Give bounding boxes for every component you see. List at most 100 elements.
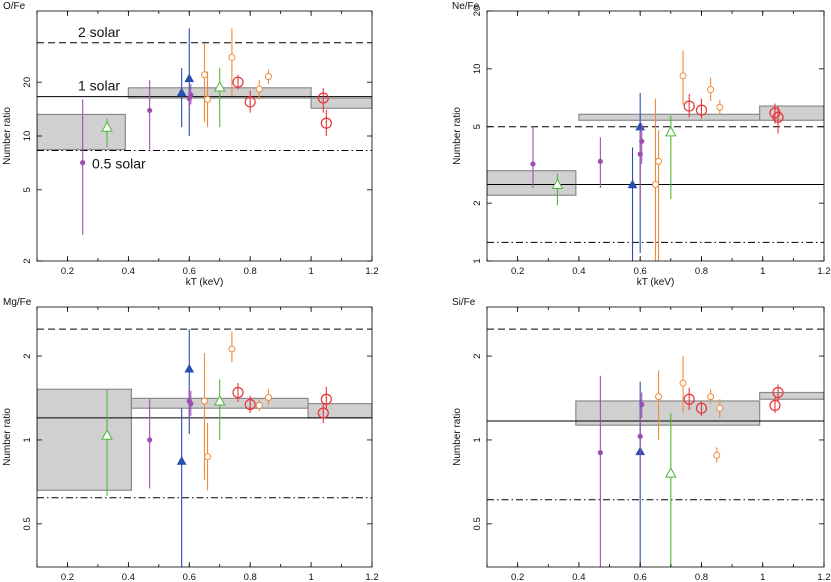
y-tick-label: 2 [472, 353, 483, 358]
marker-triangle [664, 467, 677, 478]
data-point-red-8 [695, 400, 708, 416]
y-tick-label: 20 [22, 77, 33, 88]
data-point-orange-12 [255, 399, 263, 412]
marker-circle-small [201, 71, 208, 79]
marker-dot [188, 401, 194, 407]
data-point-orange-14 [716, 99, 724, 115]
y-tick-label: 0.5 [22, 517, 33, 530]
x-tick-label: 0.2 [511, 572, 524, 582]
marker-circle-small [228, 53, 236, 61]
y-axis-label: Number ratio [2, 107, 13, 165]
data-point-purple-2 [637, 410, 643, 480]
data-point-red-14 [317, 403, 329, 424]
x-tick-label: 0.4 [122, 572, 135, 582]
marker-dot [80, 160, 86, 166]
x-tick-label: 0.8 [244, 266, 257, 277]
x-tick-label: 0.4 [122, 266, 135, 277]
y-tick-label: 1 [472, 437, 483, 442]
data-point-red-16 [772, 106, 784, 134]
x-tick-label: 0.2 [61, 266, 74, 277]
marker-circle [244, 398, 256, 411]
marker-circle-small [716, 404, 724, 412]
marker-dot [147, 437, 153, 443]
marker-triangle [184, 73, 195, 83]
data-point-purple-0 [530, 126, 536, 188]
x-tick-label: 0.6 [183, 266, 196, 277]
data-point-red-12 [244, 90, 256, 113]
panel-title: Si/Fe [452, 297, 476, 308]
marker-circle [695, 402, 708, 414]
marker-circle [317, 92, 329, 104]
plot-area [487, 328, 824, 567]
marker-circle-small [707, 393, 715, 401]
marker-circle [244, 96, 256, 108]
marker-circle [772, 111, 784, 123]
y-tick-label: 5 [22, 187, 33, 192]
marker-circle-small [255, 401, 263, 409]
data-point-purple-5 [188, 390, 194, 416]
marker-dot [637, 433, 643, 439]
marker-triangle [101, 121, 113, 132]
marker-circle-small [679, 379, 687, 387]
data-point-red-15 [317, 88, 329, 113]
model-box-2 [307, 403, 372, 419]
data-point-red-11 [244, 395, 256, 413]
x-axis-label: kT (keV) [637, 277, 675, 288]
data-point-orange-13 [264, 389, 272, 406]
marker-dot [530, 161, 536, 167]
marker-circle-small [264, 394, 272, 402]
x-tick-label: 0.6 [634, 572, 647, 582]
data-point-red-10 [232, 383, 244, 402]
data-point-orange-7 [201, 43, 208, 122]
marker-triangle [213, 394, 226, 406]
data-point-green-1 [101, 118, 113, 147]
marker-circle-small [707, 86, 715, 94]
marker-triangle [176, 456, 187, 465]
marker-circle-small [655, 393, 663, 401]
marker-dot [639, 138, 645, 144]
panel-title: Ne/Fe [452, 1, 480, 12]
reference-line-label: 1 solar [78, 78, 120, 94]
x-tick-label: 0.8 [695, 266, 708, 277]
data-point-purple-0 [80, 99, 86, 235]
marker-circle-small [264, 73, 272, 81]
x-tick-label: 0.6 [183, 572, 196, 582]
data-point-red-11 [683, 93, 695, 118]
y-tick-label: 5 [472, 124, 483, 129]
data-point-purple-6 [639, 123, 645, 164]
marker-circle [232, 386, 244, 399]
x-tick-label: 0.2 [511, 266, 524, 277]
x-tick-label: 0.6 [634, 266, 647, 277]
marker-circle-small [204, 95, 212, 103]
x-axis-label: kT (keV) [186, 277, 224, 288]
marker-circle [232, 76, 244, 88]
reference-line-label: 2 solar [78, 24, 120, 40]
marker-circle [772, 386, 784, 399]
marker-dot [188, 92, 194, 98]
x-tick-label: 1 [308, 572, 313, 582]
plot-frame [486, 10, 825, 262]
data-point-green-9 [213, 68, 226, 128]
marker-triangle [627, 179, 638, 189]
y-tick-label: 0.5 [472, 517, 483, 530]
y-axis-label: Number ratio [452, 408, 463, 466]
data-point-orange-7 [204, 423, 212, 491]
data-point-orange-6 [201, 353, 208, 480]
data-point-green-9 [664, 115, 677, 200]
marker-circle-small [204, 453, 212, 461]
marker-triangle [664, 125, 677, 137]
marker-circle [320, 117, 332, 129]
plot-area [37, 328, 372, 567]
data-point-orange-9 [707, 389, 715, 404]
data-point-orange-10 [713, 447, 721, 463]
data-point-purple-1 [147, 399, 153, 489]
data-point-red-15 [320, 386, 332, 411]
marker-circle [695, 104, 708, 116]
y-tick-label: 2 [22, 353, 33, 358]
y-tick-label: 2 [22, 258, 33, 263]
marker-circle-small [255, 85, 263, 93]
x-tick-label: 0.8 [695, 572, 708, 582]
model-box-2 [759, 105, 824, 121]
plot-area [37, 28, 372, 235]
